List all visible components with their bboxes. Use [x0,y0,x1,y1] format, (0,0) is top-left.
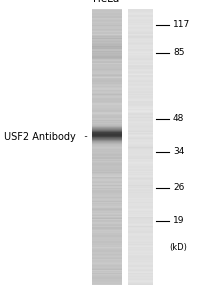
Text: 19: 19 [173,216,185,225]
Text: (kD): (kD) [169,243,187,252]
Text: USF2 Antibody: USF2 Antibody [4,131,76,142]
Text: 34: 34 [173,147,184,156]
Text: 85: 85 [173,48,185,57]
Text: HeLa: HeLa [93,0,120,4]
Text: 48: 48 [173,114,184,123]
Text: 117: 117 [173,20,190,29]
Text: 26: 26 [173,183,184,192]
